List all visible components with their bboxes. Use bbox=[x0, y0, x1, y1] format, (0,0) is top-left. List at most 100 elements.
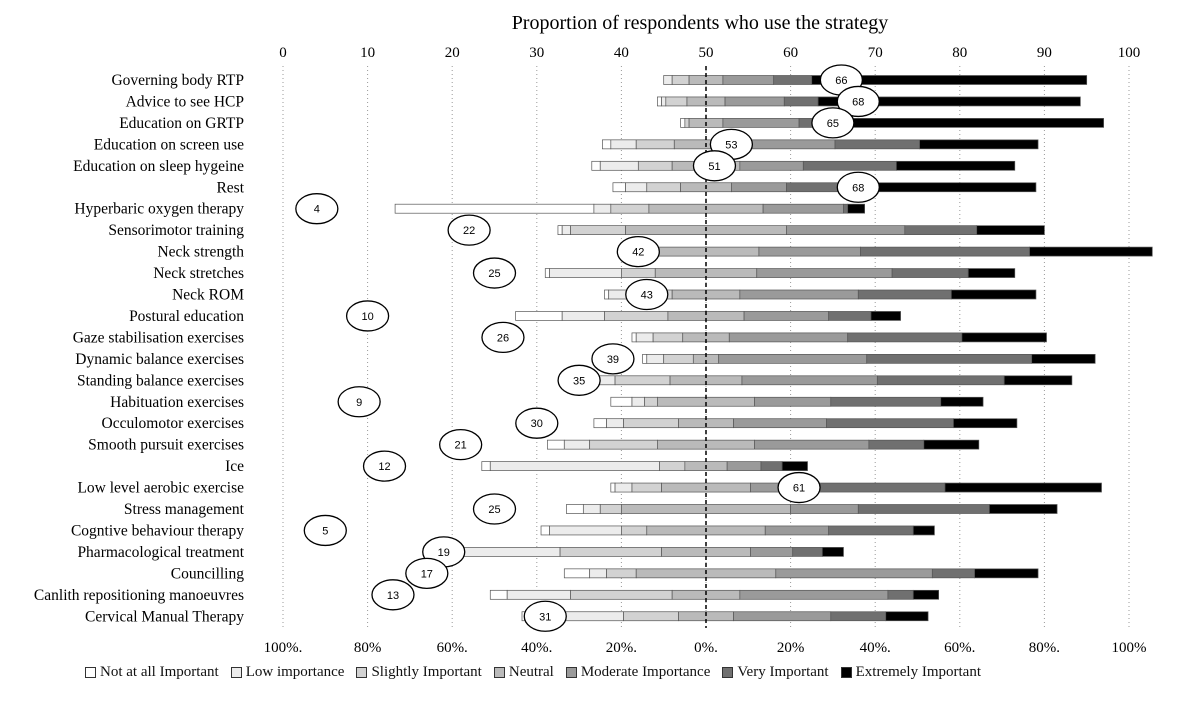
usage-bubble: 22 bbox=[447, 214, 491, 246]
row-label: Neck strength bbox=[157, 244, 244, 261]
row-label: Stress management bbox=[124, 501, 245, 518]
bar-segment bbox=[718, 354, 868, 364]
usage-bubble: 68 bbox=[836, 171, 880, 203]
bar-segment bbox=[599, 504, 622, 514]
bar-segment bbox=[591, 160, 601, 171]
bar-segment bbox=[559, 547, 662, 557]
row-label: Postural education bbox=[129, 308, 244, 325]
row-label: Canlith repositioning manoeuvres bbox=[34, 587, 244, 604]
top-tick-label: 50 bbox=[699, 45, 714, 61]
legend-swatch bbox=[493, 667, 505, 678]
bar-segment bbox=[604, 311, 669, 321]
bar-segment bbox=[786, 182, 842, 193]
bar-segment bbox=[657, 96, 662, 107]
bar-segment bbox=[663, 354, 694, 364]
bar-segment bbox=[623, 418, 679, 429]
legend-item: Moderate Importance bbox=[565, 664, 711, 681]
bar-segment bbox=[961, 332, 1047, 343]
chart-title: Proportion of respondents who use the st… bbox=[512, 12, 889, 34]
row-label: Governing body RTP bbox=[111, 72, 244, 89]
usage-bubble-label: 35 bbox=[573, 375, 585, 387]
bottom-tick-label: 100% bbox=[1112, 640, 1147, 656]
legend-label: Slightly Important bbox=[371, 664, 482, 680]
usage-bubble-label: 65 bbox=[827, 118, 839, 130]
row-label: Hyperbaric oxygen therapy bbox=[74, 201, 244, 218]
bar-segment bbox=[659, 461, 686, 471]
legend-swatch bbox=[840, 667, 852, 678]
bar-segment bbox=[830, 396, 942, 407]
usage-bubble: 35 bbox=[557, 364, 601, 396]
top-tick-label: 60 bbox=[783, 45, 798, 61]
bar-segment bbox=[646, 354, 665, 364]
bar-segment bbox=[722, 118, 800, 128]
bar-segment bbox=[857, 504, 990, 514]
bar-segment bbox=[680, 118, 686, 128]
strategy-row bbox=[593, 418, 1018, 429]
top-tick-label: 0 bbox=[279, 45, 287, 61]
top-tick-label: 100 bbox=[1118, 45, 1141, 61]
strategy-row bbox=[642, 354, 1096, 364]
legend-label: Neutral bbox=[508, 664, 554, 680]
strategy-row bbox=[428, 547, 844, 557]
legend-swatch bbox=[230, 667, 242, 678]
usage-bubble-label: 51 bbox=[708, 161, 720, 173]
bar-segment bbox=[566, 504, 584, 514]
usage-bubble-shape bbox=[295, 193, 339, 225]
bars bbox=[394, 75, 1153, 622]
bottom-tick-label: 60%. bbox=[944, 640, 975, 656]
row-label: Low level aerobic exercise bbox=[77, 480, 244, 497]
usage-bubble-shape bbox=[439, 428, 483, 461]
bar-segment bbox=[876, 375, 1005, 386]
usage-bubble: 31 bbox=[523, 600, 567, 632]
row-label: Education on screen use bbox=[94, 136, 244, 153]
legend-item: Slightly Important bbox=[356, 664, 482, 681]
usage-bubble-label: 19 bbox=[438, 547, 450, 559]
bar-segment bbox=[741, 375, 878, 386]
usage-bubble: 25 bbox=[472, 493, 517, 525]
legend-label: Moderate Importance bbox=[580, 664, 711, 680]
usage-bubble: 21 bbox=[439, 428, 483, 461]
legend-item: Extremely Important bbox=[840, 664, 981, 681]
bar-segment bbox=[931, 568, 975, 579]
usage-bubble-shape bbox=[481, 321, 525, 354]
bar-segment bbox=[830, 611, 887, 622]
bar-segment bbox=[756, 268, 893, 278]
bar-segment bbox=[593, 418, 607, 429]
usage-bubble-label: 17 bbox=[421, 568, 433, 580]
usage-bubble: 51 bbox=[692, 150, 737, 182]
bar-segment bbox=[919, 139, 1039, 150]
bar-segment bbox=[750, 547, 794, 557]
bar-segment bbox=[547, 439, 565, 450]
usage-bubble-label: 61 bbox=[793, 483, 805, 495]
bar-segment bbox=[570, 589, 673, 600]
usage-bubble-label: 68 bbox=[852, 182, 864, 194]
row-label: Ice bbox=[225, 458, 244, 475]
bar-segment bbox=[1003, 375, 1073, 386]
row-label: Neck ROM bbox=[172, 287, 244, 304]
bar-segment bbox=[663, 75, 673, 85]
bar-segment bbox=[631, 396, 646, 407]
strategy-row bbox=[547, 439, 980, 450]
bar-segment bbox=[857, 289, 952, 300]
usage-bubble: 4 bbox=[295, 193, 339, 225]
bar-segment bbox=[489, 589, 508, 600]
bar-segment bbox=[582, 504, 601, 514]
strategy-row bbox=[521, 611, 929, 622]
usage-bubble: 5 bbox=[303, 514, 347, 547]
usage-bubble-label: 39 bbox=[607, 354, 619, 366]
row-label: Cervical Manual Therapy bbox=[85, 608, 244, 625]
bar-segment bbox=[754, 396, 832, 407]
bar-segment bbox=[623, 611, 679, 622]
strategy-row bbox=[610, 396, 984, 407]
usage-bubble-shape bbox=[472, 493, 517, 525]
legend-item: Low importance bbox=[230, 664, 344, 681]
usage-bubble-shape bbox=[836, 85, 880, 118]
bar-segment bbox=[612, 182, 626, 193]
usage-bubble: 65 bbox=[811, 107, 855, 139]
bar-segment bbox=[802, 160, 897, 171]
usage-bubble-label: 31 bbox=[539, 611, 551, 623]
bar-segment bbox=[561, 311, 605, 321]
bar-segment bbox=[860, 246, 1030, 257]
strategy-row bbox=[544, 268, 1016, 278]
usage-bubble-label: 68 bbox=[852, 96, 864, 108]
